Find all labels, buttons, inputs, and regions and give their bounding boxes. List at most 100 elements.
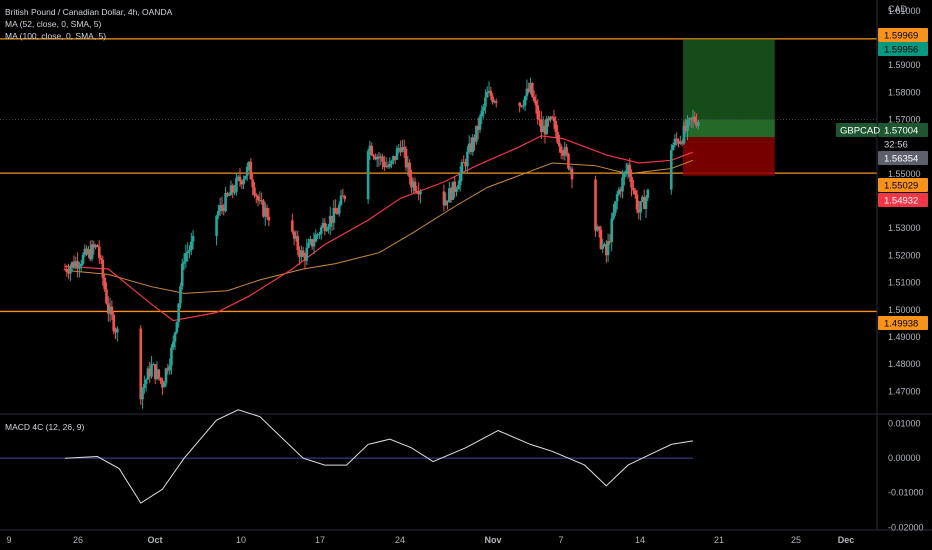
candle [402, 139, 406, 158]
candle [226, 191, 229, 198]
candle [79, 259, 83, 272]
candle [395, 145, 399, 161]
candle [159, 377, 162, 384]
macd-axis[interactable]: 0.01000 0.00000 -0.01000 -0.02000 [888, 419, 924, 533]
price-tag: 32:56 [878, 137, 928, 151]
candle [464, 159, 467, 172]
candle [179, 282, 182, 309]
macd-tick-label: -0.02000 [888, 522, 924, 532]
candle [491, 93, 494, 105]
candle [561, 150, 565, 160]
candle [318, 231, 321, 240]
price-tick-label: 1.55000 [888, 169, 921, 179]
candle [684, 118, 688, 134]
time-tick-label: Dec [838, 535, 855, 545]
svg-text:1.57004: 1.57004 [884, 126, 918, 137]
candle [419, 189, 422, 204]
candle [556, 124, 559, 144]
candle [377, 151, 381, 167]
candle [341, 188, 345, 197]
candle [453, 176, 457, 198]
symbol-legend[interactable]: British Pound / Canadian Dollar, 4h, OAN… [5, 7, 173, 17]
time-tick-label: 9 [6, 535, 11, 545]
candle [386, 161, 390, 169]
ma100-path [64, 159, 694, 294]
candle [370, 142, 374, 157]
candle [88, 240, 92, 262]
candle [249, 158, 253, 180]
candle [413, 177, 417, 195]
candle [258, 191, 262, 204]
candle [339, 189, 343, 207]
candle [547, 115, 550, 127]
candle [292, 230, 296, 246]
candle [72, 255, 76, 270]
candle [529, 77, 532, 95]
candle [626, 162, 630, 179]
candle [448, 182, 451, 203]
candle [251, 172, 254, 196]
candle [494, 98, 498, 108]
candle [641, 195, 644, 203]
candle [303, 252, 307, 270]
ma100-legend[interactable]: MA (100, close, 0, SMA, 5) [5, 31, 107, 41]
candle [106, 296, 110, 322]
candle [375, 153, 379, 168]
candle [184, 244, 188, 269]
candle [697, 120, 700, 130]
candle [449, 186, 453, 203]
candle [253, 182, 256, 198]
candle [227, 192, 231, 197]
price-tag: 1.49938 [878, 316, 928, 330]
candle [332, 199, 336, 230]
candle [538, 110, 541, 127]
candle [170, 344, 173, 375]
candle [141, 387, 144, 409]
candle [689, 117, 693, 128]
candle [489, 86, 493, 101]
candle [74, 256, 78, 270]
time-axis[interactable]: 9 26 Oct 10 17 24 Nov 7 14 21 25 Dec [6, 535, 854, 545]
candle [554, 116, 558, 139]
candle [565, 143, 568, 157]
candle [327, 223, 330, 234]
macd-pane [0, 409, 693, 504]
candle [139, 325, 143, 405]
ma52-legend[interactable]: MA (52, close, 0, SMA, 5) [5, 19, 102, 29]
candle [635, 189, 639, 214]
svg-text:1.55029: 1.55029 [884, 181, 918, 192]
candle [621, 169, 624, 199]
candle [69, 264, 72, 282]
candle [152, 362, 155, 366]
price-tick-label: 1.49000 [888, 332, 921, 342]
macd-legend[interactable]: MACD 4C (12, 26, 9) [5, 422, 85, 432]
price-tick-label: 1.51000 [888, 278, 921, 288]
candle [612, 203, 615, 221]
candle [215, 214, 218, 246]
currency-label: CAD [888, 4, 908, 14]
time-tick-label: 10 [236, 535, 246, 545]
price-tick-label: 1.52000 [888, 250, 921, 260]
candle [300, 245, 303, 263]
candle [608, 234, 612, 245]
candle [368, 140, 372, 161]
candle [397, 143, 401, 154]
candle [188, 245, 191, 259]
candle [366, 148, 370, 204]
candle [388, 157, 392, 169]
loss-zone[interactable] [682, 137, 775, 176]
candle [191, 230, 195, 250]
candle [65, 264, 69, 277]
time-tick-label: Oct [147, 535, 162, 545]
ma52-path [64, 135, 694, 322]
candle [256, 194, 260, 207]
candle [155, 361, 159, 381]
candle [312, 232, 316, 255]
candle [114, 327, 117, 340]
candle [677, 138, 680, 148]
candle [262, 198, 265, 218]
candle [328, 206, 332, 236]
candle [83, 244, 87, 258]
